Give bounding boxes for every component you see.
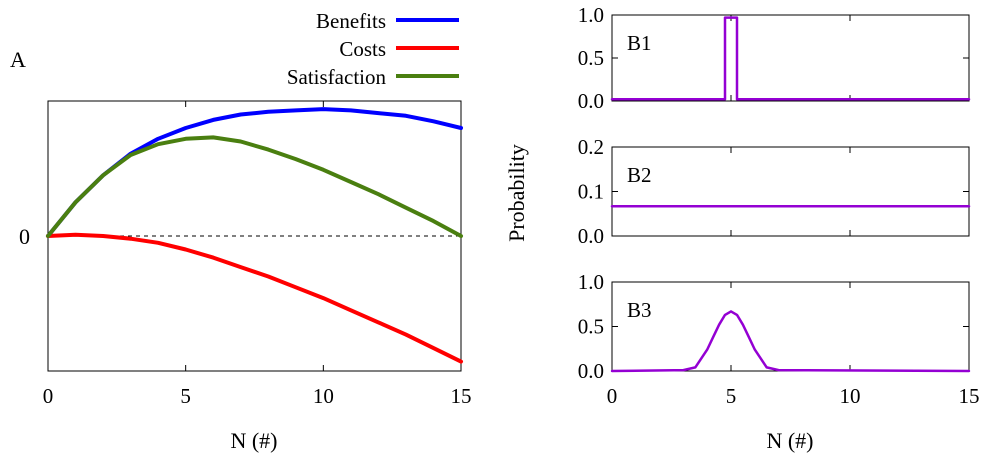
panel-b3-xtick-label: 10 [840,384,861,408]
panel-a-xtick-label: 0 [43,384,54,408]
panel-a-xlabel: N (#) [230,428,277,453]
panel-b3-probability-line [610,310,971,373]
panel-b3-xtick-label: 15 [959,384,980,408]
series-line-satisfaction [46,135,463,238]
legend-label-satisfaction: Satisfaction [287,65,387,89]
legend-label-costs: Costs [339,37,386,61]
panel-b3-frame [611,281,970,372]
panel-b2-frame [611,146,970,237]
panel-b3-label: B3 [627,298,652,322]
panel-b1-ytick-label: 0.5 [578,46,604,70]
panel-b1-ytick-label: 1.0 [578,3,604,27]
panel-b-xlabel: N (#) [766,428,813,453]
panel-b1-probability-line [610,16,971,101]
panel-b2-ytick-label: 0.1 [578,180,604,204]
panel-b2-label: B2 [627,163,652,187]
panel-b3-ytick-label: 0.0 [578,359,604,383]
panel-a-label: A [10,47,26,72]
panel-a-ytick-label: 0 [19,224,30,249]
panel-b3-ytick-label: 0.5 [578,315,604,339]
panel-b3-xtick-label: 5 [726,384,737,408]
panel-b1-label: B1 [627,31,652,55]
panel-a-xtick-label: 15 [451,384,472,408]
panel-b1-ytick-label: 0.0 [578,89,604,113]
panel-a-xtick-label: 10 [313,384,334,408]
panel-a-xtick-label: 5 [180,384,191,408]
panel-b3-xtick-label: 0 [607,384,618,408]
probability-ylabel: Probability [504,144,529,242]
panel-b1-frame [611,14,970,102]
series-line-costs [46,232,463,364]
panel-b3-ytick-label: 1.0 [578,270,604,294]
legend-label-benefits: Benefits [316,9,386,33]
panel-b2-ytick-label: 0.2 [578,135,604,159]
panel-b2-ytick-label: 0.0 [578,224,604,248]
